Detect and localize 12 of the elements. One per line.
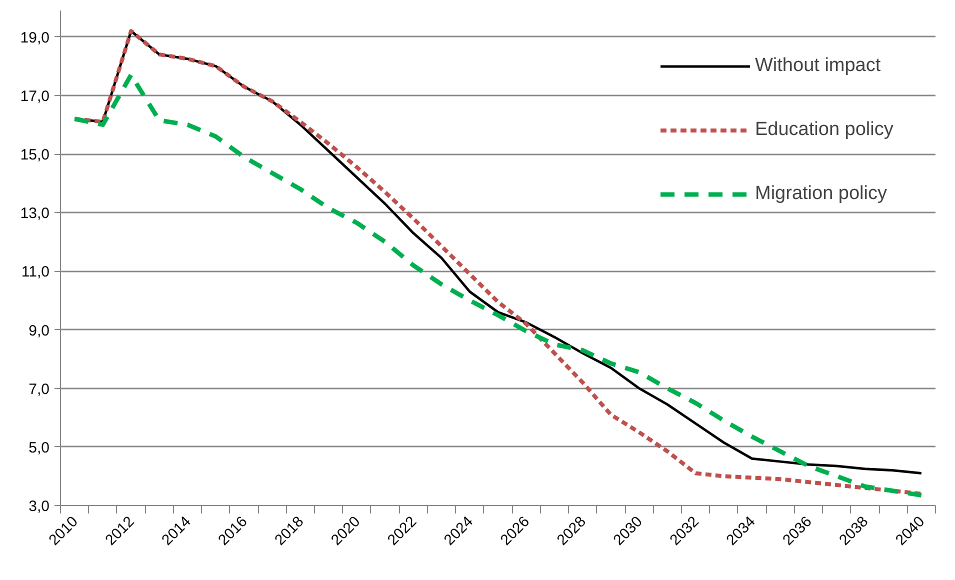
y-tick-label: 7,0 bbox=[28, 380, 50, 398]
y-tick-label: 11,0 bbox=[21, 264, 50, 281]
y-tick-label: 19,0 bbox=[20, 29, 50, 46]
y-tick-label: 3,0 bbox=[28, 498, 50, 515]
y-tick-label: 13,0 bbox=[20, 205, 50, 222]
y-tick-label: 15,0 bbox=[20, 146, 50, 164]
y-tick-label: 9,0 bbox=[28, 322, 50, 340]
y-tick-label: 17,0 bbox=[20, 88, 50, 105]
legend-label: Without impact bbox=[755, 55, 881, 77]
legend-label: Migration policy bbox=[755, 183, 887, 205]
y-tick-label: 5,0 bbox=[28, 439, 50, 456]
legend-label: Education policy bbox=[755, 119, 894, 141]
